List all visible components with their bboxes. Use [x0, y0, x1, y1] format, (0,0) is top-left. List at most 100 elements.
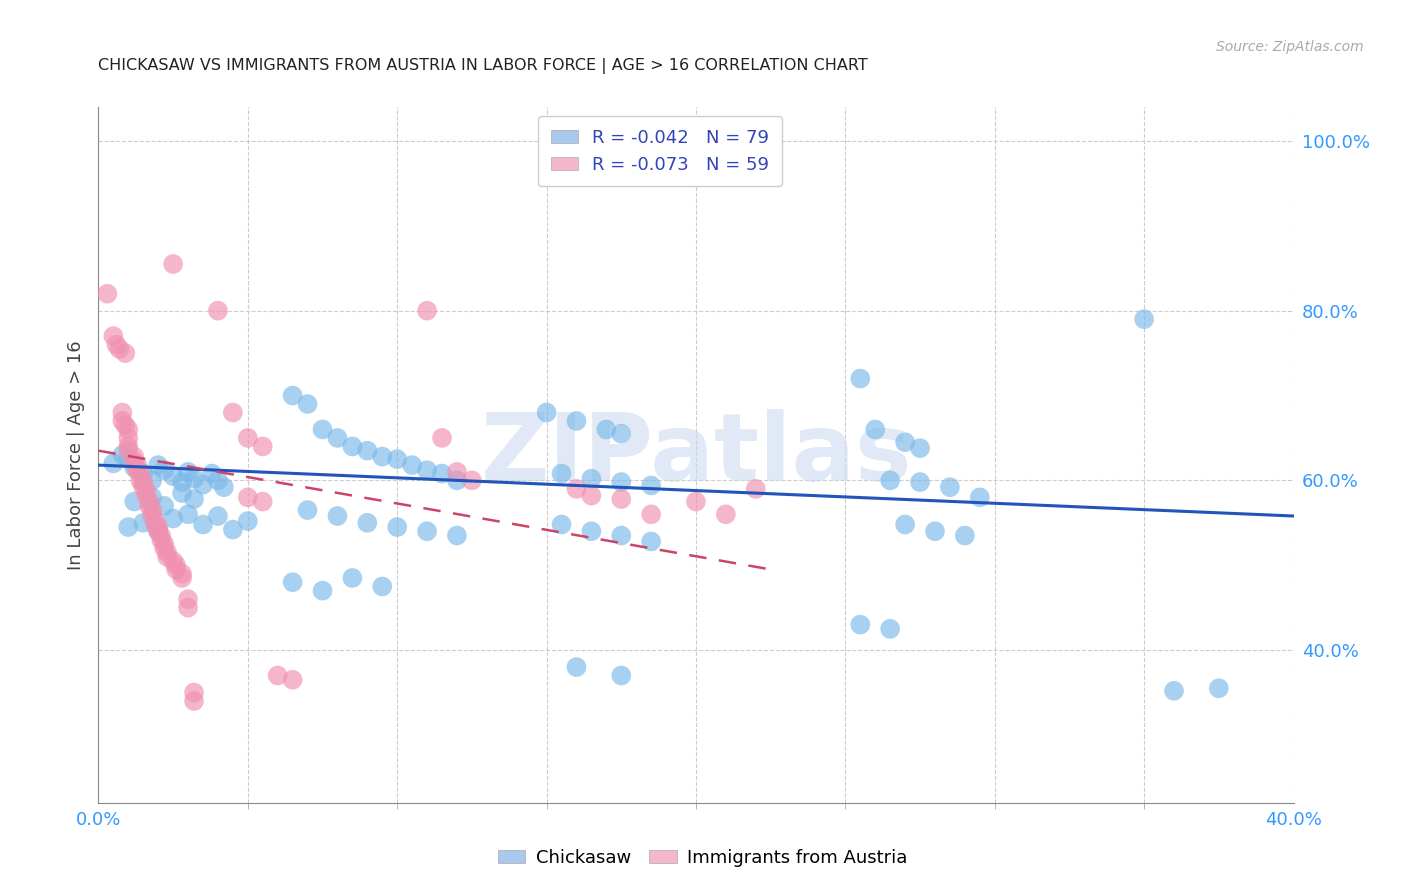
- Point: [371, 450, 394, 464]
- Point: [114, 346, 136, 360]
- Point: [939, 480, 962, 494]
- Point: [127, 463, 149, 477]
- Point: [446, 528, 468, 542]
- Point: [610, 475, 633, 489]
- Point: [148, 520, 170, 534]
- Point: [865, 422, 887, 436]
- Point: [132, 516, 155, 530]
- Text: CHICKASAW VS IMMIGRANTS FROM AUSTRIA IN LABOR FORCE | AGE > 16 CORRELATION CHART: CHICKASAW VS IMMIGRANTS FROM AUSTRIA IN …: [98, 58, 868, 74]
- Point: [222, 523, 245, 537]
- Point: [162, 469, 184, 483]
- Point: [124, 455, 146, 469]
- Point: [565, 660, 588, 674]
- Legend: Chickasaw, Immigrants from Austria: Chickasaw, Immigrants from Austria: [491, 842, 915, 874]
- Point: [1133, 312, 1156, 326]
- Point: [117, 431, 139, 445]
- Point: [111, 448, 134, 462]
- Point: [924, 524, 946, 539]
- Point: [446, 474, 468, 488]
- Point: [156, 545, 179, 559]
- Point: [236, 431, 259, 445]
- Point: [212, 480, 235, 494]
- Point: [141, 508, 163, 523]
- Point: [172, 475, 194, 489]
- Point: [105, 337, 128, 351]
- Point: [281, 673, 304, 687]
- Point: [326, 431, 349, 445]
- Point: [267, 668, 290, 682]
- Point: [430, 431, 453, 445]
- Point: [595, 422, 617, 436]
- Point: [207, 508, 229, 523]
- Point: [311, 422, 333, 436]
- Point: [416, 463, 439, 477]
- Point: [103, 457, 125, 471]
- Point: [610, 491, 633, 506]
- Point: [153, 541, 176, 556]
- Point: [156, 549, 179, 564]
- Point: [141, 474, 163, 488]
- Point: [103, 329, 125, 343]
- Point: [745, 482, 768, 496]
- Point: [150, 528, 173, 542]
- Point: [236, 514, 259, 528]
- Point: [222, 405, 245, 419]
- Point: [117, 520, 139, 534]
- Point: [183, 472, 205, 486]
- Point: [610, 668, 633, 682]
- Point: [969, 491, 991, 505]
- Point: [153, 537, 176, 551]
- Point: [135, 483, 157, 498]
- Point: [177, 600, 200, 615]
- Point: [148, 524, 170, 539]
- Point: [297, 397, 319, 411]
- Point: [550, 517, 572, 532]
- Point: [446, 465, 468, 479]
- Point: [153, 499, 176, 513]
- Point: [385, 520, 409, 534]
- Point: [150, 533, 173, 547]
- Point: [207, 474, 229, 488]
- Point: [236, 491, 259, 505]
- Point: [953, 528, 976, 542]
- Point: [117, 443, 139, 458]
- Point: [685, 494, 707, 508]
- Point: [908, 475, 931, 489]
- Point: [153, 463, 176, 477]
- Point: [908, 441, 931, 455]
- Point: [416, 524, 439, 539]
- Point: [281, 388, 304, 402]
- Point: [640, 534, 662, 549]
- Point: [177, 508, 200, 522]
- Point: [162, 511, 184, 525]
- Point: [297, 503, 319, 517]
- Point: [191, 477, 214, 491]
- Point: [581, 489, 603, 503]
- Point: [610, 426, 633, 441]
- Point: [117, 422, 139, 436]
- Point: [326, 508, 349, 523]
- Point: [894, 435, 917, 450]
- Point: [879, 622, 901, 636]
- Point: [124, 460, 146, 475]
- Point: [581, 472, 603, 486]
- Point: [640, 508, 662, 522]
- Point: [108, 342, 131, 356]
- Point: [172, 571, 194, 585]
- Point: [640, 478, 662, 492]
- Point: [183, 685, 205, 699]
- Point: [430, 467, 453, 481]
- Point: [714, 508, 737, 522]
- Point: [183, 491, 205, 506]
- Point: [135, 489, 157, 503]
- Point: [172, 486, 194, 500]
- Point: [177, 592, 200, 607]
- Point: [201, 467, 224, 481]
- Point: [342, 439, 364, 453]
- Point: [132, 467, 155, 481]
- Point: [894, 517, 917, 532]
- Point: [879, 474, 901, 488]
- Point: [183, 694, 205, 708]
- Point: [849, 371, 872, 385]
- Point: [281, 575, 304, 590]
